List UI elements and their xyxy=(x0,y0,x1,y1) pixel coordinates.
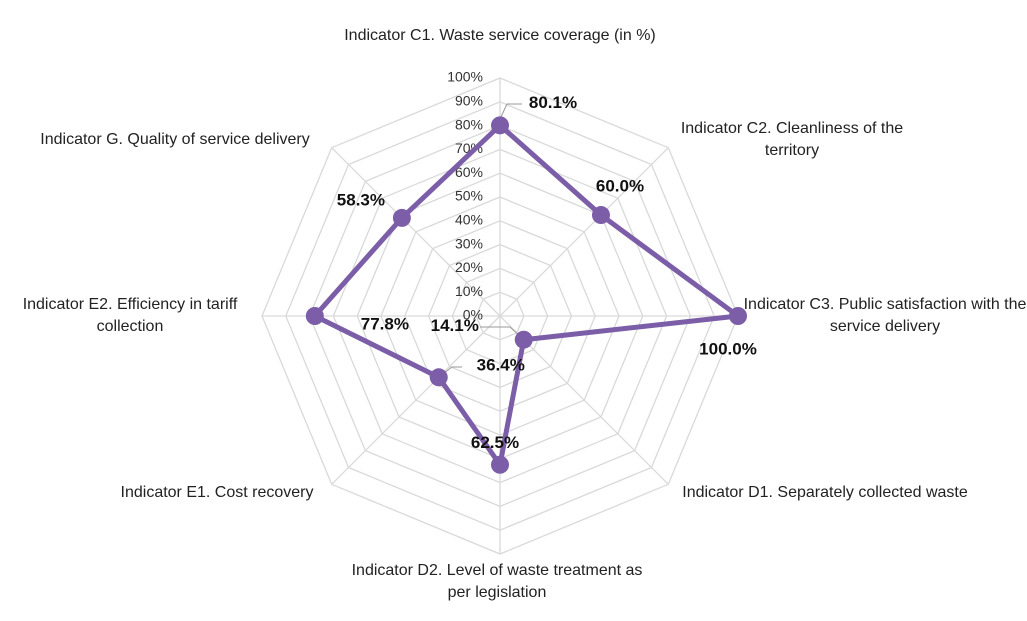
category-label: Indicator D1. Separately collected waste xyxy=(682,484,968,501)
category-label: Indicator E1. Cost recovery xyxy=(120,484,314,501)
r-tick-label: 20% xyxy=(455,259,483,275)
data-label: 58.3% xyxy=(337,190,385,209)
r-tick-label: 70% xyxy=(455,140,483,156)
category-label: Indicator E2. Efficiency in tariff colle… xyxy=(22,296,238,335)
data-label: 80.1% xyxy=(529,93,577,112)
data-label: 60.0% xyxy=(596,177,644,196)
r-tick-label: 0% xyxy=(463,307,483,323)
data-point xyxy=(591,206,610,225)
r-tick-label: 90% xyxy=(455,93,483,109)
leader-line xyxy=(499,103,522,120)
data-label: 62.5% xyxy=(471,433,519,452)
data-point xyxy=(305,307,324,325)
category-label: Indicator C2. Cleanliness of the territo… xyxy=(680,120,904,159)
r-tick-label: 60% xyxy=(455,164,483,180)
spoke xyxy=(331,147,501,317)
category-label: Indicator C3. Public satisfaction with t… xyxy=(743,296,1027,335)
spoke xyxy=(331,315,501,485)
r-tick-label: 10% xyxy=(455,283,483,299)
r-tick-label: 100% xyxy=(447,69,483,85)
r-tick-label: 80% xyxy=(455,116,483,132)
data-point xyxy=(491,455,509,474)
data-point xyxy=(392,208,411,227)
r-tick-label: 50% xyxy=(455,188,483,204)
category-label: Indicator D2. Level of waste treatment a… xyxy=(351,562,643,601)
r-tick-label: 30% xyxy=(455,235,483,251)
category-label: Indicator G. Quality of service delivery xyxy=(40,131,310,148)
category-label: Indicator C1. Waste service coverage (in… xyxy=(344,27,656,44)
spoke xyxy=(499,147,669,317)
data-label: 14.1% xyxy=(431,316,479,335)
data-point xyxy=(514,330,533,349)
r-tick-label: 40% xyxy=(455,212,483,228)
data-point xyxy=(429,368,448,387)
data-point xyxy=(729,307,747,325)
data-label: 36.4% xyxy=(477,356,525,375)
data-label: 77.8% xyxy=(361,314,409,333)
data-label: 100.0% xyxy=(699,339,757,358)
data-point xyxy=(491,116,509,135)
